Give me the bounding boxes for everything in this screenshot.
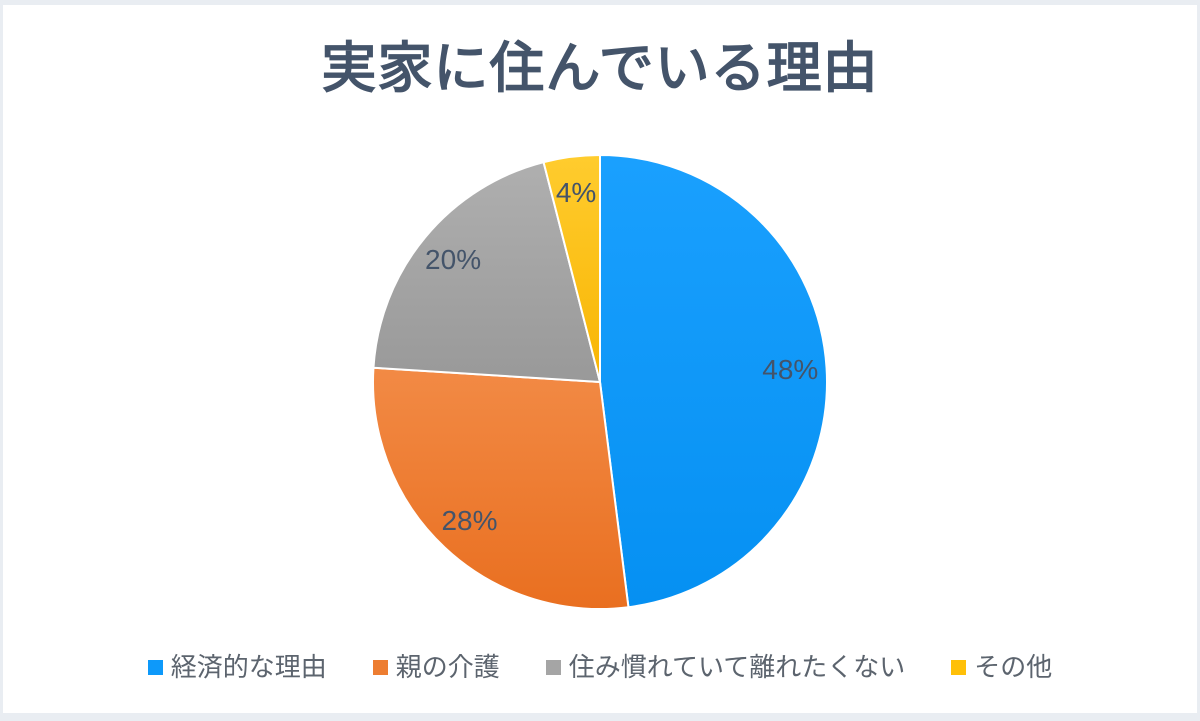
legend-item-3: その他 (951, 654, 1052, 680)
legend-item-2: 住み慣れていて離れたくない (545, 652, 906, 682)
legend-label: 経済的な理由 (170, 652, 327, 682)
pie-slice-0 (599, 154, 828, 609)
legend-swatch-icon (372, 659, 388, 675)
chart-legend: 経済的な理由 親の介護 住み慣れていて離れたくない その他 (3, 645, 1197, 689)
legend-swatch-icon (147, 659, 163, 675)
pie-slice-2 (372, 161, 601, 383)
legend-item-0: 経済的な理由 (147, 652, 327, 682)
legend-item-1: 親の介護 (372, 652, 500, 682)
chart-title: 実家に住んでいる理由 (321, 37, 879, 99)
chart-card: 実家に住んでいる理由 48% 28% 20% 4% 経済的な理由 親の介護 住み慣れていて… (3, 5, 1197, 713)
pie-chart: 48% 28% 20% 4% (371, 153, 829, 611)
legend-label: 親の介護 (395, 652, 500, 682)
legend-label: その他 (974, 652, 1053, 682)
pie-slice-3 (542, 154, 601, 383)
pie-slice-1 (372, 366, 630, 610)
legend-swatch-icon (545, 659, 561, 675)
legend-label: 住み慣れていて離れたくない (568, 652, 906, 682)
legend-swatch-icon (951, 659, 967, 675)
pie-chart-svg (372, 154, 828, 610)
